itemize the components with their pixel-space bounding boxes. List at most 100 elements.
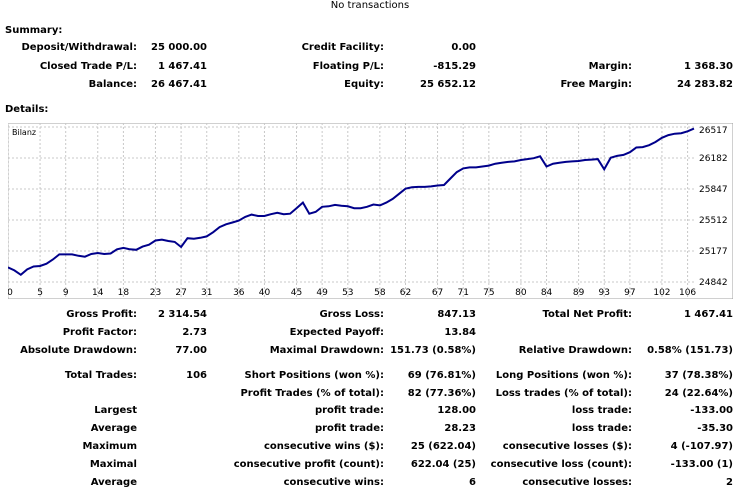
- gross-profit-value: 2 314.54: [157, 309, 207, 320]
- row-profit-label: profit trade:: [314, 423, 384, 434]
- x-tick-label: 75: [483, 288, 494, 298]
- x-tick-label: 23: [150, 288, 161, 298]
- x-tick-label: 14: [92, 288, 104, 298]
- total-trades-label: Total Trades:: [64, 370, 137, 381]
- deposit-label: Deposit/Withdrawal:: [21, 42, 137, 53]
- x-tick-label: 80: [515, 288, 527, 298]
- margin-value: 1 368.30: [683, 61, 733, 72]
- chart-frame: [8, 123, 733, 299]
- gross-profit-label: Gross Profit:: [66, 309, 137, 320]
- relative-drawdown-label: Relative Drawdown:: [518, 345, 632, 356]
- short-positions-value: 69 (76.81%): [407, 370, 476, 381]
- row-profit-label: profit trade:: [314, 405, 384, 416]
- x-tick-label: 49: [316, 288, 328, 298]
- y-tick-label: 25512: [699, 216, 728, 226]
- x-tick-label: 93: [599, 288, 610, 298]
- gross-loss-value: 847.13: [437, 309, 476, 320]
- profit-factor-label: Profit Factor:: [62, 327, 137, 338]
- x-tick-label: 31: [201, 288, 212, 298]
- x-tick-label: 97: [624, 288, 635, 298]
- row-loss-label: loss trade:: [571, 405, 632, 416]
- credit-label: Credit Facility:: [301, 42, 384, 53]
- row-label: Largest: [94, 405, 137, 416]
- balance-value: 26 467.41: [151, 79, 207, 90]
- x-tick-label: 53: [342, 288, 353, 298]
- row-loss-value: -133.00: [690, 405, 733, 416]
- x-tick-label: 18: [118, 288, 130, 298]
- maximal-drawdown-label: Maximal Drawdown:: [269, 345, 384, 356]
- expected-payoff-value: 13.84: [444, 327, 476, 338]
- details-header: Details:: [5, 104, 49, 115]
- row-loss-label: consecutive losses:: [522, 477, 632, 488]
- profit-trades-label: Profit Trades (% of total):: [240, 388, 384, 399]
- x-tick-label: 102: [653, 288, 670, 298]
- x-tick-label: 84: [541, 288, 553, 298]
- balance-chart: 0 5 9 14 18 23 27 31 36 40 45 49 53 58 62 67 71 75 80 84 89 9…: [8, 123, 733, 299]
- free-margin-label: Free Margin:: [560, 79, 632, 90]
- report-title: No transactions: [330, 0, 410, 11]
- loss-trades-label: Loss trades (% of total):: [495, 388, 632, 399]
- row-profit-value: 128.00: [437, 405, 476, 416]
- equity-label: Equity:: [344, 79, 384, 90]
- balance-series-line: [8, 127, 695, 277]
- x-tick-label: 0: [8, 288, 13, 298]
- row-loss-label: loss trade:: [571, 423, 632, 434]
- free-margin-value: 24 283.82: [677, 79, 733, 90]
- x-tick-label: 106: [679, 288, 696, 298]
- floating-pl-label: Floating P/L:: [312, 61, 384, 72]
- total-trades-value: 106: [186, 370, 207, 381]
- profit-trades-value: 82 (77.36%): [407, 388, 476, 399]
- x-tick-label: 27: [175, 288, 186, 298]
- maximal-drawdown-value: 151.73 (0.58%): [390, 345, 476, 356]
- row-label: Average: [90, 477, 137, 488]
- expected-payoff-label: Expected Payoff:: [289, 327, 384, 338]
- x-tick-label: 5: [37, 288, 43, 298]
- x-tick-label: 62: [400, 288, 411, 298]
- x-tick-label: 67: [432, 288, 443, 298]
- closed-pl-label: Closed Trade P/L:: [39, 61, 137, 72]
- x-tick-label: 89: [573, 288, 585, 298]
- row-profit-value: 6: [469, 477, 476, 488]
- gross-loss-label: Gross Loss:: [319, 309, 384, 320]
- deposit-value: 25 000.00: [151, 42, 207, 53]
- long-positions-value: 37 (78.38%): [664, 370, 733, 381]
- margin-label: Margin:: [588, 61, 632, 72]
- loss-trades-value: 24 (22.64%): [664, 388, 733, 399]
- y-tick-label: 24842: [699, 278, 728, 288]
- row-label: Maximum: [82, 441, 137, 452]
- absolute-drawdown-label: Absolute Drawdown:: [20, 345, 137, 356]
- credit-value: 0.00: [451, 42, 476, 53]
- net-profit-value: 1 467.41: [683, 309, 733, 320]
- x-tick-label: 71: [457, 288, 468, 298]
- x-tick-label: 58: [374, 288, 386, 298]
- row-profit-value: 28.23: [444, 423, 476, 434]
- row-label: Average: [90, 423, 137, 434]
- profit-factor-value: 2.73: [182, 327, 207, 338]
- floating-pl-value: -815.29: [433, 61, 476, 72]
- net-profit-label: Total Net Profit:: [542, 309, 632, 320]
- row-profit-label: consecutive wins:: [283, 477, 384, 488]
- row-loss-label: consecutive losses ($):: [502, 441, 632, 452]
- y-tick-label: 26182: [699, 154, 728, 164]
- relative-drawdown-value: 0.58% (151.73): [647, 345, 733, 356]
- row-profit-label: consecutive profit (count):: [233, 459, 384, 470]
- y-tick-label: 25847: [699, 185, 728, 195]
- row-loss-value: -133.00 (1): [670, 459, 733, 470]
- row-loss-value: -35.30: [697, 423, 733, 434]
- row-profit-label: consecutive wins ($):: [263, 441, 384, 452]
- balance-label: Balance:: [88, 79, 137, 90]
- closed-pl-value: 1 467.41: [157, 61, 207, 72]
- y-tick-label: 25177: [699, 247, 728, 257]
- row-label: Maximal: [89, 459, 137, 470]
- summary-header: Summary:: [5, 25, 63, 36]
- absolute-drawdown-value: 77.00: [175, 345, 207, 356]
- row-profit-value: 622.04 (25): [410, 459, 476, 470]
- row-loss-value: 4 (-107.97): [670, 441, 733, 452]
- y-tick-label: 26517: [699, 126, 728, 136]
- chart-title: Bilanz: [12, 128, 36, 137]
- row-profit-value: 25 (622.04): [410, 441, 476, 452]
- x-tick-label: 45: [291, 288, 302, 298]
- equity-value: 25 652.12: [420, 79, 476, 90]
- row-loss-label: consecutive loss (count):: [490, 459, 632, 470]
- x-tick-label: 9: [63, 288, 69, 298]
